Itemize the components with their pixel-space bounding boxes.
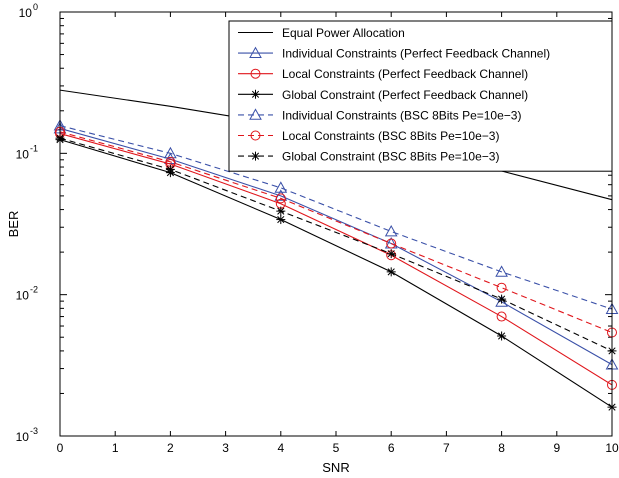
data-point-marker bbox=[276, 215, 286, 225]
x-tick-label: 6 bbox=[388, 441, 395, 455]
legend-entry: Global Constraint (Perfect Feedback Chan… bbox=[238, 88, 528, 102]
x-tick-label: 9 bbox=[553, 441, 560, 455]
series-line bbox=[59, 125, 613, 310]
legend-marker bbox=[251, 89, 260, 99]
y-tick-label: 10-2 bbox=[16, 285, 38, 303]
legend-marker bbox=[249, 46, 262, 58]
data-point-marker bbox=[276, 206, 286, 216]
x-tick-label: 3 bbox=[222, 441, 229, 455]
legend-marker bbox=[250, 68, 261, 79]
x-tick-label: 10 bbox=[605, 441, 619, 455]
y-tick-label: 10-3 bbox=[16, 426, 38, 444]
x-tick-label: 5 bbox=[333, 441, 340, 455]
legend-label: Local Constraints (Perfect Feedback Chan… bbox=[282, 67, 528, 81]
plot-frame bbox=[59, 11, 613, 437]
legend-marker bbox=[250, 130, 261, 141]
legend-entry: Local Constraints (Perfect Feedback Chan… bbox=[238, 67, 528, 81]
legend-entry: Global Constraint (BSC 8Bits Pe=10e−3) bbox=[238, 150, 499, 164]
legend-label: Individual Constraints (BSC 8Bits Pe=10e… bbox=[282, 108, 521, 122]
data-point-marker bbox=[274, 189, 288, 201]
legend-box bbox=[228, 20, 613, 172]
series-line bbox=[59, 127, 613, 366]
x-tick-label: 1 bbox=[112, 441, 119, 455]
data-point-marker bbox=[497, 294, 507, 304]
data-point-marker bbox=[495, 265, 508, 277]
series-line bbox=[59, 133, 613, 386]
x-tick-label: 4 bbox=[277, 441, 284, 455]
y-tick-label: 100 bbox=[19, 2, 38, 20]
x-tick-label: 0 bbox=[57, 441, 64, 455]
data-point-marker bbox=[165, 164, 175, 174]
y-axis-label: BER bbox=[6, 211, 21, 238]
legend-entry: Local Constraints (BSC 8Bits Pe=10e−3) bbox=[238, 129, 499, 143]
legend-label: Local Constraints (BSC 8Bits Pe=10e−3) bbox=[282, 129, 499, 143]
series-4 bbox=[55, 135, 617, 412]
legend-marker bbox=[249, 108, 262, 120]
data-point-marker bbox=[275, 193, 286, 204]
data-point-marker bbox=[274, 181, 288, 193]
legend-entry: Individual Constraints (Perfect Feedback… bbox=[238, 46, 550, 61]
legend-label: Global Constraint (Perfect Feedback Chan… bbox=[282, 88, 528, 102]
series-line bbox=[59, 139, 613, 408]
y-tick-label: 10-1 bbox=[16, 143, 38, 161]
data-point-marker bbox=[496, 282, 507, 293]
x-tick-label: 7 bbox=[443, 441, 450, 455]
series-6 bbox=[55, 126, 617, 338]
data-point-marker bbox=[496, 311, 507, 322]
legend-label: Equal Power Allocation bbox=[282, 26, 405, 40]
data-point-marker bbox=[386, 249, 396, 259]
legend-label: Global Constraint (BSC 8Bits Pe=10e−3) bbox=[282, 150, 499, 164]
legend-marker bbox=[251, 151, 260, 161]
data-point-marker bbox=[384, 224, 398, 237]
data-point-marker bbox=[386, 267, 396, 277]
series-line bbox=[59, 137, 613, 352]
legend-label: Individual Constraints (Perfect Feedback… bbox=[282, 47, 550, 61]
series-line bbox=[59, 131, 613, 333]
legend: Equal Power Allocation Individual Constra… bbox=[228, 20, 613, 172]
data-point-marker bbox=[497, 331, 507, 341]
data-point-marker bbox=[386, 238, 397, 249]
legend-entry: Equal Power Allocation bbox=[238, 26, 405, 40]
x-tick-label: 8 bbox=[498, 441, 505, 455]
legend-entry: Individual Constraints (BSC 8Bits Pe=10e… bbox=[238, 108, 521, 122]
x-tick-label: 2 bbox=[167, 441, 174, 455]
x-axis-label: SNR bbox=[322, 460, 349, 475]
